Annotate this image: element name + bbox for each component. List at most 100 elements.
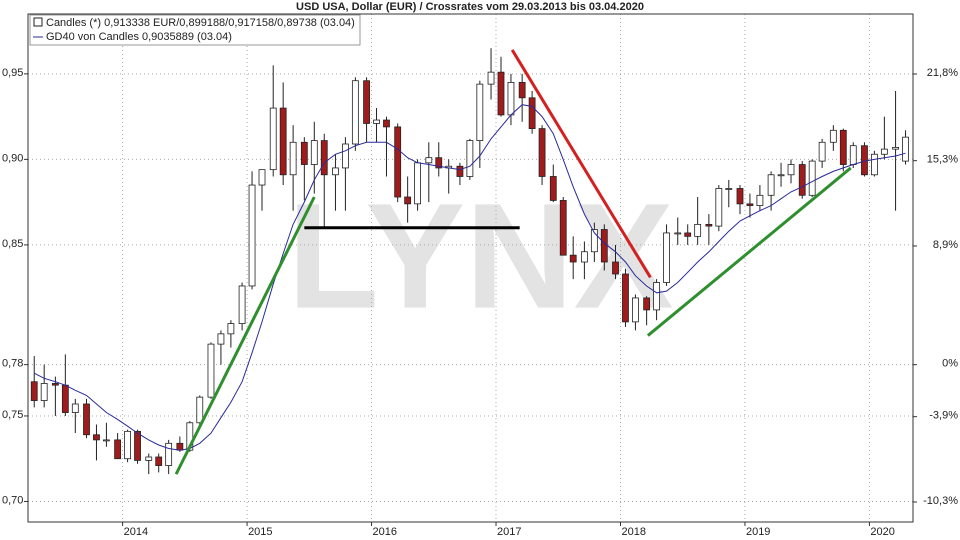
candle-body [569,254,577,263]
candle-body [30,381,38,401]
candle-body [798,164,806,196]
candle-body [320,140,328,176]
candle-body [51,383,59,386]
candle-body [207,343,215,398]
candle-body [880,148,888,155]
candle-body [725,188,733,190]
candle-body [622,273,629,323]
trend-line [174,196,316,475]
candle-body [165,442,173,466]
candle-body [61,384,69,413]
candle-body [310,140,318,165]
candle-body [279,107,287,176]
candle-body [71,403,79,413]
y-tick-label: 0,75 [2,409,23,421]
x-tick-label: 2020 [870,526,894,538]
candle-body [93,434,100,441]
candle-body [653,282,660,311]
candle-body [580,251,588,263]
candle-body [808,160,816,196]
y2-tick-label: 21,8% [927,67,958,79]
candle-body [902,136,909,162]
candle-body [404,196,412,205]
candle-body [196,396,204,424]
candle-body [507,82,515,116]
candle-body [694,223,702,237]
candle-body [849,145,857,165]
y-tick-label: 0,90 [2,152,23,164]
candle-body [466,140,474,177]
candle-body [289,141,297,176]
plot-border [27,13,914,523]
candle-body [248,184,256,287]
candle-body [674,232,682,235]
candle-body [155,456,163,466]
candle-body [300,141,308,165]
trend-line [510,49,652,279]
candle-body [425,157,433,164]
x-tick-label: 2016 [373,526,397,538]
x-tick-label: 2015 [248,526,272,538]
legend-label: Candles (*) 0,913338 EUR/0,899188/0,9171… [46,17,355,29]
candle-body [549,176,557,201]
candle-body [83,403,90,436]
y-tick-label: 0,70 [2,494,23,506]
y-tick-label: 0,95 [2,67,23,79]
candle-body [777,174,785,177]
candle-body [145,456,153,461]
candle-body [871,153,878,176]
candle-body [176,442,184,451]
legend-box [29,14,361,46]
trend-line [646,166,852,337]
candle-body [258,169,266,186]
candle-body [818,141,826,162]
x-tick-label: 2018 [621,526,645,538]
candle-body [705,223,713,227]
candle-body [394,126,402,198]
legend-swatch [33,17,43,27]
watermark: LYNX [287,172,673,340]
candle-body [736,188,744,205]
candle-body [632,297,639,323]
candle-body [528,97,536,129]
candle-body [538,128,546,177]
candle-body [892,147,899,150]
candle-body [590,229,598,253]
candle-body [351,80,359,145]
candle-body [456,165,464,177]
candle-body [476,83,484,141]
y2-tick-label: -3,9% [929,410,958,422]
y2-tick-label: -10,3% [923,495,958,507]
candle-body [363,80,370,124]
candle-body [497,71,505,116]
candle-body [839,129,847,165]
candle-body [383,119,390,128]
y-tick-label: 0,78 [2,358,23,370]
candle-body [342,143,349,169]
candle-body [332,167,339,176]
candle-body [227,323,235,335]
candle-body [787,164,795,176]
candle-body [114,439,122,460]
candle-body [186,422,194,451]
candle-body [518,82,526,99]
y-tick-label: 0,85 [2,238,23,250]
x-tick-label: 2014 [124,526,148,538]
candle-body [124,430,131,460]
candle-body [746,203,754,206]
candle-body [487,71,495,85]
x-tick-label: 2017 [497,526,521,538]
candle-body [414,162,421,205]
candle-body [756,194,764,206]
y2-tick-label: 8,9% [933,239,958,251]
candle-body [269,107,277,171]
chart-title: USD USA, Dollar (EUR) / Crossrates vom 2… [296,1,644,13]
candle-body [684,232,692,237]
moving-average-line [33,104,906,451]
candle-body [612,261,619,275]
legend-label: GD40 von Candles 0,9035889 (03.04) [46,31,232,43]
y2-tick-label: 15,3% [927,154,958,166]
y2-tick-label: 0% [942,358,958,370]
candle-body [134,430,141,461]
